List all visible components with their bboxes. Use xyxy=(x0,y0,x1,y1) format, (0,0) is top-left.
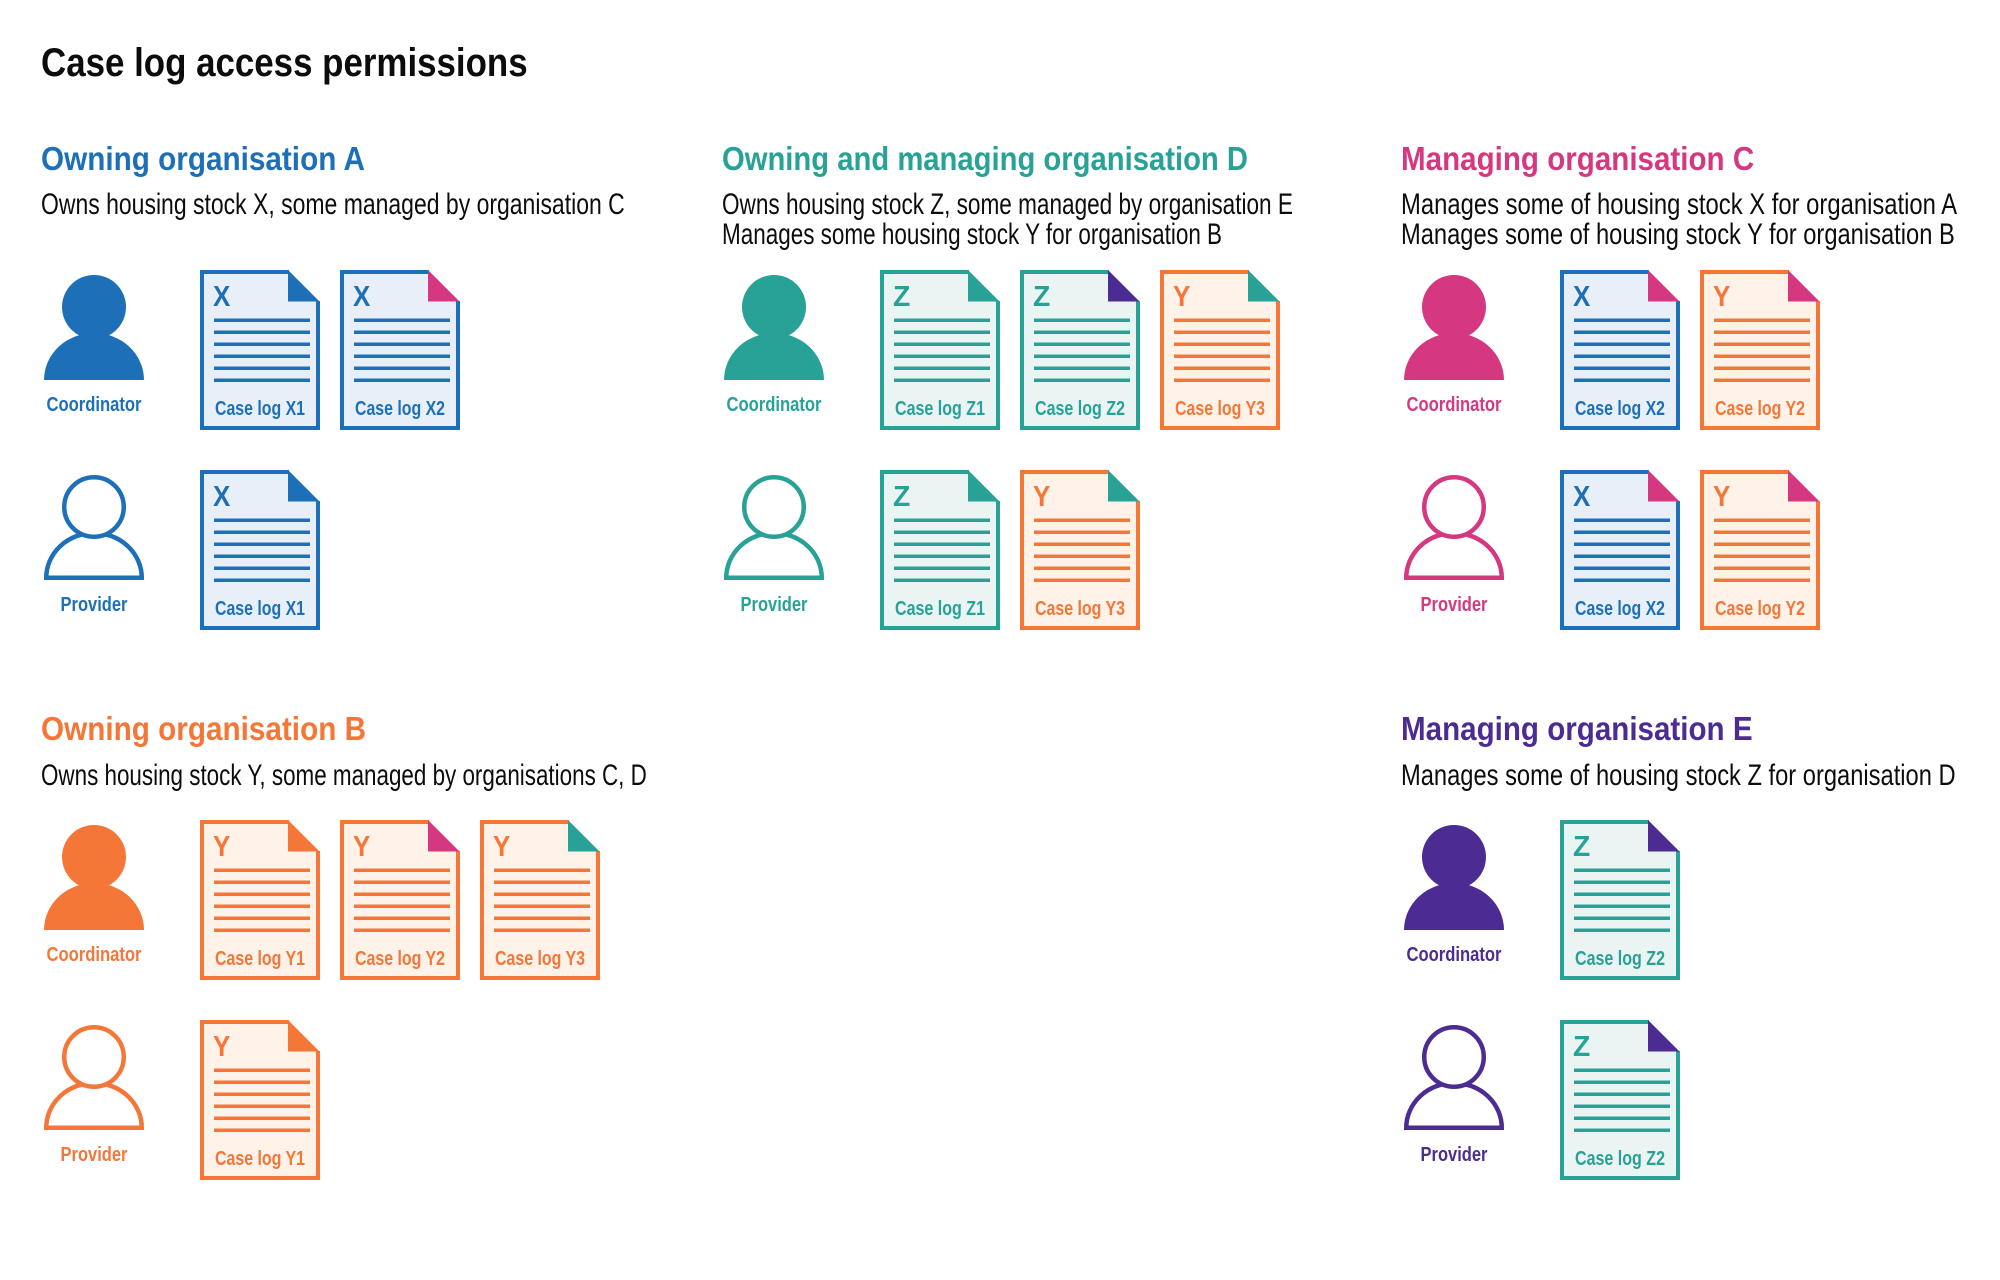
svg-text:Z: Z xyxy=(893,281,910,313)
svg-text:Z: Z xyxy=(1573,831,1590,863)
svg-text:Case log X2: Case log X2 xyxy=(1575,598,1665,620)
svg-text:X: X xyxy=(1573,481,1591,513)
svg-text:Case log Y2: Case log Y2 xyxy=(1715,398,1805,420)
svg-text:Z: Z xyxy=(1573,1031,1590,1063)
svg-text:Z: Z xyxy=(1033,281,1050,313)
svg-text:Case log Z2: Case log Z2 xyxy=(1575,948,1665,970)
svg-text:Y: Y xyxy=(1173,281,1190,313)
svg-text:Case log Y2: Case log Y2 xyxy=(355,948,445,970)
svg-text:X: X xyxy=(1573,281,1591,313)
svg-text:Case log X2: Case log X2 xyxy=(1575,398,1665,420)
svg-text:Case log Y3: Case log Y3 xyxy=(495,948,585,970)
svg-text:Y: Y xyxy=(1713,281,1730,313)
svg-text:Case log X1: Case log X1 xyxy=(215,598,305,620)
svg-text:Case log Y1: Case log Y1 xyxy=(215,948,305,970)
svg-text:X: X xyxy=(353,281,371,313)
svg-text:Y: Y xyxy=(493,831,510,863)
svg-text:X: X xyxy=(213,281,231,313)
svg-text:Y: Y xyxy=(353,831,370,863)
svg-text:Case log Z1: Case log Z1 xyxy=(895,398,985,420)
svg-text:Case log Z1: Case log Z1 xyxy=(895,598,985,620)
svg-text:Y: Y xyxy=(1033,481,1050,513)
svg-text:Z: Z xyxy=(893,481,910,513)
svg-text:Case log Y1: Case log Y1 xyxy=(215,1148,305,1170)
svg-text:Y: Y xyxy=(1713,481,1730,513)
svg-text:X: X xyxy=(213,481,231,513)
svg-text:Case log X1: Case log X1 xyxy=(215,398,305,420)
svg-text:Case log X2: Case log X2 xyxy=(355,398,445,420)
svg-text:Y: Y xyxy=(213,831,230,863)
svg-text:Case log Z2: Case log Z2 xyxy=(1575,1148,1665,1170)
svg-text:Case log Y3: Case log Y3 xyxy=(1035,598,1125,620)
svg-text:Y: Y xyxy=(213,1031,230,1063)
svg-text:Case log Y2: Case log Y2 xyxy=(1715,598,1805,620)
svg-text:Case log Z2: Case log Z2 xyxy=(1035,398,1125,420)
svg-text:Case log Y3: Case log Y3 xyxy=(1175,398,1265,420)
